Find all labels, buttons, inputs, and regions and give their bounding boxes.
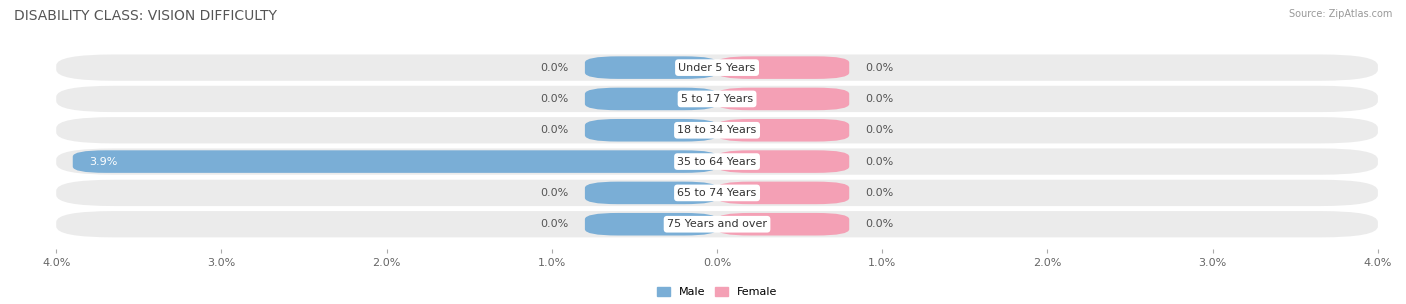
- Text: 0.0%: 0.0%: [540, 63, 568, 73]
- Text: Under 5 Years: Under 5 Years: [679, 63, 755, 73]
- Text: 75 Years and over: 75 Years and over: [666, 219, 768, 229]
- FancyBboxPatch shape: [56, 211, 1378, 237]
- FancyBboxPatch shape: [585, 56, 717, 79]
- FancyBboxPatch shape: [56, 86, 1378, 112]
- FancyBboxPatch shape: [717, 213, 849, 236]
- Legend: Male, Female: Male, Female: [652, 282, 782, 302]
- FancyBboxPatch shape: [56, 117, 1378, 143]
- Text: 0.0%: 0.0%: [866, 188, 894, 198]
- Text: 0.0%: 0.0%: [540, 125, 568, 135]
- FancyBboxPatch shape: [585, 119, 717, 142]
- FancyBboxPatch shape: [717, 150, 849, 173]
- FancyBboxPatch shape: [717, 88, 849, 110]
- Text: 65 to 74 Years: 65 to 74 Years: [678, 188, 756, 198]
- Text: 18 to 34 Years: 18 to 34 Years: [678, 125, 756, 135]
- FancyBboxPatch shape: [56, 148, 1378, 175]
- Text: DISABILITY CLASS: VISION DIFFICULTY: DISABILITY CLASS: VISION DIFFICULTY: [14, 9, 277, 23]
- Text: 0.0%: 0.0%: [866, 63, 894, 73]
- Text: 0.0%: 0.0%: [866, 94, 894, 104]
- Text: 35 to 64 Years: 35 to 64 Years: [678, 157, 756, 167]
- Text: 0.0%: 0.0%: [866, 157, 894, 167]
- FancyBboxPatch shape: [73, 150, 717, 173]
- FancyBboxPatch shape: [585, 213, 717, 236]
- Text: 0.0%: 0.0%: [866, 219, 894, 229]
- Text: Source: ZipAtlas.com: Source: ZipAtlas.com: [1288, 9, 1392, 19]
- Text: 0.0%: 0.0%: [540, 188, 568, 198]
- FancyBboxPatch shape: [56, 180, 1378, 206]
- FancyBboxPatch shape: [585, 88, 717, 110]
- FancyBboxPatch shape: [717, 119, 849, 142]
- Text: 0.0%: 0.0%: [866, 125, 894, 135]
- FancyBboxPatch shape: [717, 181, 849, 204]
- Text: 3.9%: 3.9%: [90, 157, 118, 167]
- FancyBboxPatch shape: [585, 181, 717, 204]
- Text: 0.0%: 0.0%: [540, 94, 568, 104]
- FancyBboxPatch shape: [56, 54, 1378, 81]
- Text: 0.0%: 0.0%: [540, 219, 568, 229]
- FancyBboxPatch shape: [717, 56, 849, 79]
- Text: 5 to 17 Years: 5 to 17 Years: [681, 94, 754, 104]
